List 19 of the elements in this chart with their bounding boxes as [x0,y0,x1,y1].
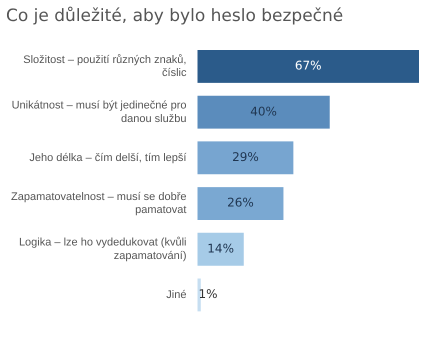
data-label: 1% [198,287,218,302]
y-tick-label: Jeho délka – čím delší, tím lepší [29,152,188,164]
bar [197,141,294,174]
data-label: 26% [227,196,254,210]
y-tick-label: Jiné [166,288,186,301]
bar [197,187,284,220]
y-tick-label: Zapamatovatelnost – musí se dobře pamatovat [11,190,186,216]
data-label: 14% [207,241,234,256]
bar [197,50,419,83]
y-tick-label: Logika – lze ho vydedukovat (kvůli zapamatování) [18,236,186,262]
y-tick-label: Složitost – použití různých znaků, číslic [23,54,187,80]
y-tick-label: Unikátnost – musí být jedinečné pro danou službu [12,100,186,125]
data-label: 29% [232,150,259,164]
data-label: 67% [294,58,322,73]
bar [197,278,201,312]
bar [197,232,244,266]
chart-title: Co je důležité, aby bylo heslo bezpečné [6,6,344,26]
data-label: 40% [250,104,277,118]
bar [197,96,330,129]
